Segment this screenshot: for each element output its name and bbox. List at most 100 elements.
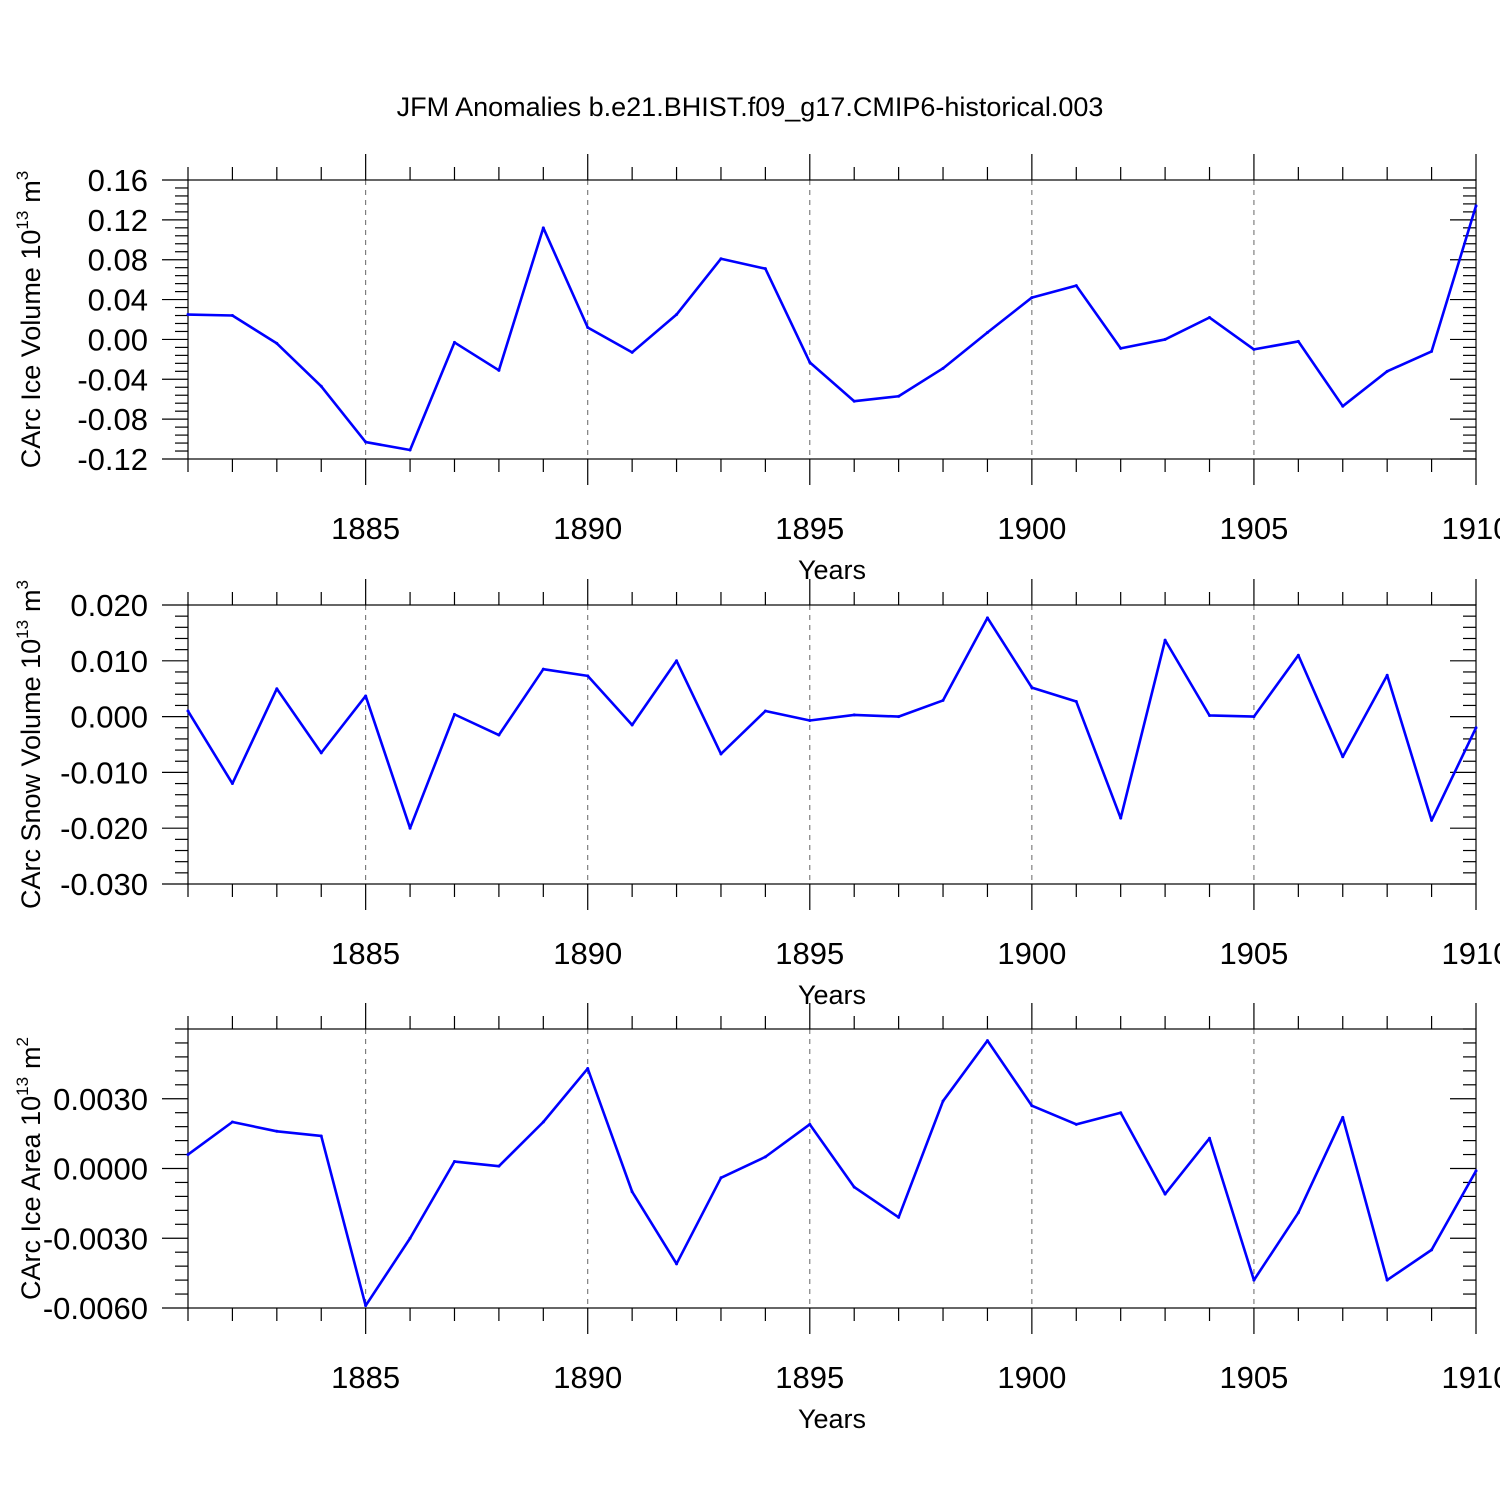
- ice-volume-data-point: [1474, 204, 1478, 208]
- ice-volume-plot-frame: [187, 179, 1477, 460]
- ice-volume-x-axis-title: Years: [798, 555, 866, 585]
- ice-area-data-point: [452, 1160, 456, 1164]
- snow-volume-data-point: [808, 719, 812, 723]
- snow-volume-data-point: [1252, 715, 1256, 719]
- ice-volume-data-point: [408, 448, 412, 452]
- ice-area-data-point: [497, 1164, 501, 1168]
- snow-volume-y-axis-title-unit: m: [16, 589, 46, 612]
- ice-volume-data-point: [230, 314, 234, 318]
- ice-volume-x-tick-label: 1890: [553, 511, 622, 546]
- snow-volume-y-tick-label: 0.000: [70, 700, 148, 735]
- panel-snow-volume: -0.030 -0.020 -0.010 0.000 0.010 0.020 1885 189…: [13, 579, 1500, 1010]
- snow-volume-series-line: [186, 616, 1478, 830]
- ice-volume-x-tick-label: 1885: [331, 511, 400, 546]
- ice-volume-series-line: [187, 205, 1478, 452]
- ice-volume-y-tick-label: 0.08: [88, 243, 148, 278]
- ice-area-data-point: [1296, 1211, 1300, 1215]
- ice-area-data-point: [586, 1067, 590, 1071]
- snow-volume-y-axis-title-unit-exponent: 3: [13, 580, 32, 589]
- ice-volume-x-tick-label: 1905: [1219, 511, 1288, 546]
- snow-volume-data-point: [1030, 686, 1034, 690]
- ice-volume-y-tick-label: 0.04: [88, 283, 148, 318]
- ice-area-data-point: [1252, 1278, 1256, 1282]
- ice-volume-data-point: [1296, 339, 1300, 343]
- ice-area-plot-frame: [187, 1028, 1477, 1309]
- chart-title: JFM Anomalies b.e21.BHIST.f09_g17.CMIP6-…: [397, 92, 1104, 122]
- ice-volume-y-tick-label: 0.16: [88, 163, 148, 198]
- snow-volume-data-point: [230, 782, 234, 786]
- snow-volume-data-point: [275, 687, 279, 691]
- ice-volume-y-tick-label: 0.00: [88, 322, 148, 357]
- snow-volume-data-point: [719, 752, 723, 756]
- ice-volume-data-point: [1119, 346, 1123, 350]
- snow-volume-data-point: [897, 715, 901, 719]
- ice-volume-data-point: [941, 366, 945, 370]
- ice-area-data-point: [186, 1153, 190, 1157]
- snow-volume-data-point: [941, 698, 945, 702]
- ice-area-data-point: [808, 1122, 812, 1126]
- snow-volume-data-point: [1474, 726, 1478, 730]
- ice-area-data-point: [1030, 1104, 1034, 1108]
- snow-volume-data-point: [497, 733, 501, 737]
- ice-area-data-point: [319, 1134, 323, 1138]
- ice-volume-y-tick-label: 0.12: [88, 203, 148, 238]
- snow-volume-data-point: [186, 709, 190, 713]
- ice-volume-data-point: [586, 325, 590, 329]
- ice-area-x-axis-title: Years: [798, 1404, 866, 1434]
- snow-volume-data-point: [1163, 638, 1167, 642]
- ice-volume-data-point: [275, 341, 279, 345]
- ice-volume-x-tick-label: 1910: [1442, 511, 1500, 546]
- ice-area-data-point: [1474, 1169, 1478, 1173]
- ice-volume-x-tick-label: 1900: [997, 511, 1066, 546]
- snow-volume-data-point: [1385, 673, 1389, 677]
- ice-volume-data-point: [675, 313, 679, 317]
- ice-area-data-point: [941, 1099, 945, 1103]
- ice-area-x-tick-label: 1900: [997, 1360, 1066, 1395]
- snow-volume-data-point: [1119, 816, 1123, 820]
- snow-volume-x-tick-label: 1910: [1442, 936, 1500, 971]
- ice-area-data-point: [275, 1129, 279, 1133]
- snow-volume-data-point: [852, 713, 856, 717]
- panel-ice-volume: -0.12 -0.08 -0.04 0.00 0.04 0.08 0.12 0.16 1885 1…: [13, 154, 1500, 585]
- ice-volume-y-tick-label: -0.12: [77, 442, 148, 477]
- ice-volume-data-point: [1252, 347, 1256, 351]
- snow-volume-y-axis-title-text: CArc Snow Volume 10: [16, 639, 46, 909]
- ice-volume-y-axis-title-text: CArc Ice Volume 10: [16, 230, 46, 469]
- ice-area-x-tick-label: 1885: [331, 1360, 400, 1395]
- ice-volume-data-point: [1030, 296, 1034, 300]
- ice-volume-data-point: [1430, 349, 1434, 353]
- ice-volume-data-point: [1208, 316, 1212, 320]
- panel-ice-area: -0.0060 -0.0030 0.0000 0.0030 1885 1890 1895 19…: [13, 1003, 1500, 1434]
- snow-volume-y-axis-title: CArc Snow Volume 1013 m3: [13, 580, 46, 909]
- ice-volume-data-point: [719, 257, 723, 261]
- snow-volume-data-point: [1074, 700, 1078, 704]
- ice-area-y-tick-label: -0.0060: [43, 1291, 148, 1326]
- ice-area-data-point: [897, 1215, 901, 1219]
- ice-volume-data-point: [1163, 337, 1167, 341]
- ice-volume-y-axis-title-group: CArc Ice Volume 1013 m3: [13, 171, 46, 469]
- ice-area-y-axis-title-text: CArc Ice Area 10: [16, 1096, 46, 1300]
- ice-volume-data-point: [852, 399, 856, 403]
- ice-area-data-point: [1341, 1115, 1345, 1119]
- ice-volume-y-axis-title-unit-exponent: 3: [13, 171, 32, 180]
- snow-volume-plot-frame: [187, 604, 1477, 885]
- ice-area-x-tick-label: 1890: [553, 1360, 622, 1395]
- ice-area-data-point: [1430, 1248, 1434, 1252]
- ice-area-data-point: [630, 1190, 634, 1194]
- snow-volume-y-tick-label: -0.010: [60, 755, 148, 790]
- ice-area-y-axis-title-unit-exponent: 2: [13, 1037, 32, 1046]
- ice-volume-x-tick-label: 1895: [775, 511, 844, 546]
- snow-volume-data-point: [1208, 713, 1212, 717]
- snow-volume-data-point: [1430, 818, 1434, 822]
- ice-area-data-point: [230, 1120, 234, 1124]
- ice-area-data-point: [719, 1176, 723, 1180]
- snow-volume-data-point: [364, 694, 368, 698]
- snow-volume-y-axis-title-group: CArc Snow Volume 1013 m3: [13, 580, 46, 909]
- ice-volume-data-point: [186, 313, 190, 317]
- snow-volume-y-tick-label: -0.030: [60, 867, 148, 902]
- ice-area-data-point: [763, 1155, 767, 1159]
- ice-area-series-line: [187, 1039, 1478, 1307]
- ice-area-data-point: [1074, 1122, 1078, 1126]
- ice-area-data-point: [408, 1236, 412, 1240]
